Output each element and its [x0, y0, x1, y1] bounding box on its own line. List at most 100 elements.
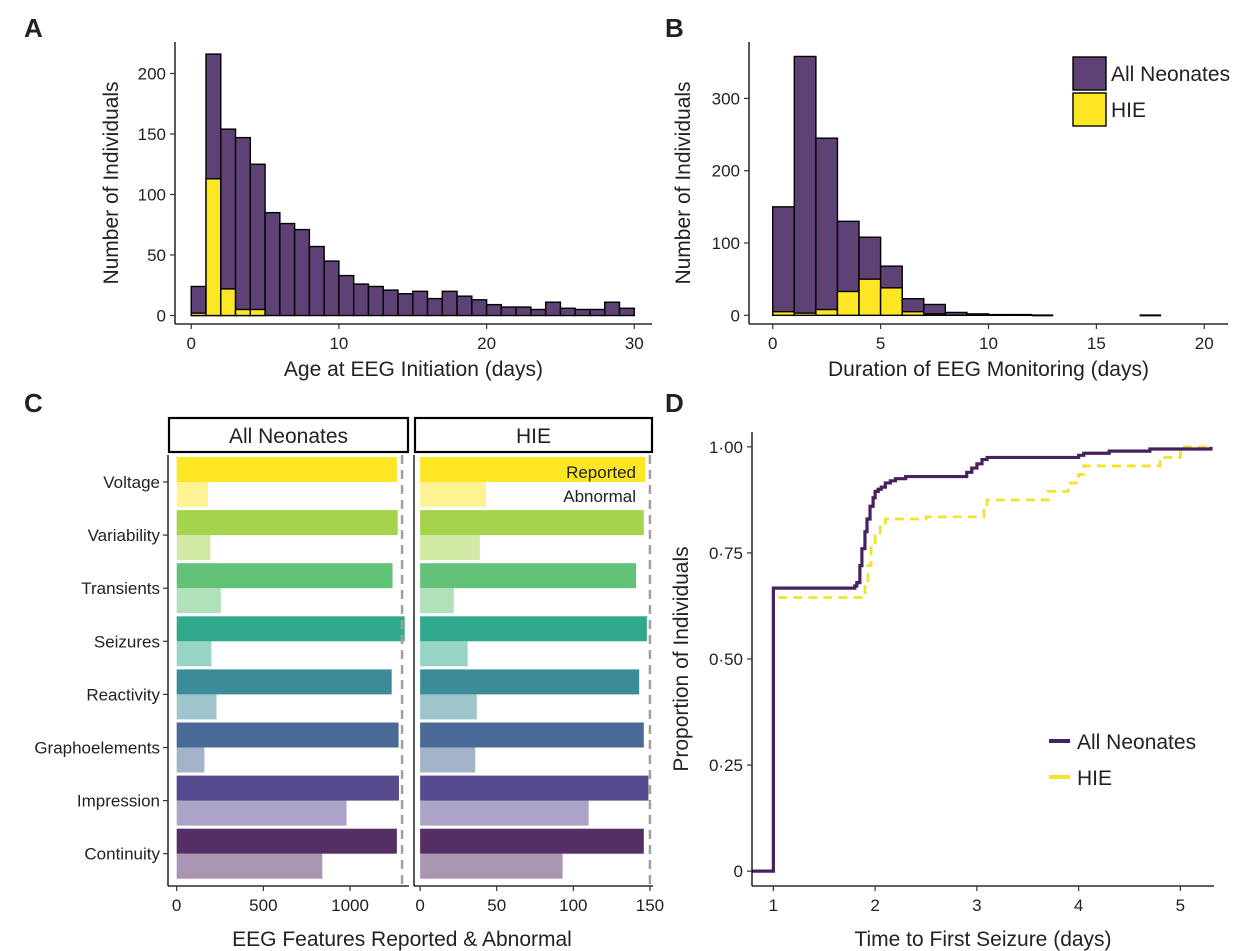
legend-label: HIE [1111, 99, 1146, 122]
bar-all-neonates [397, 293, 414, 317]
x-tick-label: 30 [625, 334, 644, 353]
bar-abnormal [420, 853, 563, 879]
bar-hie [220, 288, 237, 317]
x-tick-label: 20 [477, 334, 496, 353]
bar-reported [420, 510, 644, 536]
bar-reported [420, 563, 637, 589]
x-tick-label: 2 [870, 896, 879, 915]
bar-reported [176, 722, 399, 748]
x-tick-label: 50 [487, 896, 506, 915]
y-tick-label: 150 [138, 125, 166, 144]
bar-hie [836, 290, 860, 317]
y-axis-title: Number of Individuals [672, 81, 695, 284]
y-tick-label: 0 [731, 306, 740, 325]
y-tick-label: 300 [712, 89, 740, 108]
bar-all-neonates [293, 228, 311, 317]
bar-abnormal [420, 747, 476, 773]
bar-hie [815, 308, 839, 317]
x-tick-label: 1000 [331, 896, 369, 915]
bar-reported [420, 722, 644, 748]
bar-hie [793, 312, 817, 317]
legend: All Neonates HIE [1072, 56, 1230, 127]
bar-reported [420, 828, 644, 854]
x-tick-label: 4 [1074, 896, 1083, 915]
bar-abnormal [420, 588, 454, 614]
category-label: Impression [77, 792, 160, 811]
bar-hie [772, 311, 796, 317]
bar-abnormal [176, 800, 347, 826]
bar-all-neonates [485, 303, 503, 317]
y-axis-title: Proportion of Individuals [670, 546, 693, 771]
bar-all-neonates [987, 313, 1011, 317]
bar-all-neonates [772, 206, 796, 317]
bar-all-neonates [190, 285, 207, 317]
panel-letter: B [665, 13, 684, 43]
legend: All Neonates HIE [1049, 731, 1196, 790]
x-tick-label: 0 [768, 334, 777, 353]
bar-all-neonates [234, 136, 252, 317]
bar-hie [190, 312, 207, 317]
bar-all-neonates [515, 306, 532, 317]
bar-all-neonates [500, 306, 517, 317]
legend-swatch [1072, 56, 1107, 91]
category-label: Variability [88, 526, 161, 545]
line-all-neonates [752, 446, 1213, 873]
bar-reported [176, 510, 398, 536]
bar-all-neonates [264, 211, 281, 317]
x-tick-label: 0 [415, 896, 424, 915]
bar-reported [176, 457, 397, 482]
y-axis-title: Number of Individuals [100, 81, 123, 284]
bar-hie [205, 178, 222, 317]
bar-all-neonates [589, 308, 606, 317]
bar-all-neonates [574, 308, 591, 317]
facet-title: All Neonates [229, 425, 348, 448]
bar-abnormal [176, 588, 221, 614]
panel-a: A 0 50 100 150 200 0 10 20 30 Age at EEG Initiatio… [24, 13, 652, 381]
bar-all-neonates [352, 283, 370, 317]
bar-abnormal [176, 482, 208, 507]
bar-abnormal [176, 747, 205, 773]
bar-all-neonates [944, 311, 968, 317]
bar-abnormal [176, 641, 212, 667]
x-axis-title: Time to First Seizure (days) [854, 928, 1111, 951]
bar-reported [176, 775, 399, 801]
bar-hie [858, 278, 882, 317]
bar-all-neonates [323, 260, 340, 317]
bar-abnormal [176, 535, 211, 561]
bar-all-neonates [604, 301, 621, 317]
x-tick-label: 10 [329, 334, 348, 353]
bar-abnormal [176, 853, 323, 879]
bar-hie [923, 313, 947, 317]
bar-abnormal [420, 641, 468, 667]
bar-all-neonates [220, 128, 237, 317]
x-tick-label: 100 [559, 896, 587, 915]
y-tick-label: 100 [138, 185, 166, 204]
y-tick-label: 0 [157, 307, 166, 326]
bar-all-neonates [966, 313, 990, 317]
x-axis-title: Duration of EEG Monitoring (days) [828, 358, 1149, 381]
x-tick-label: 0 [172, 896, 181, 915]
bar-hie [879, 287, 903, 317]
y-tick-label: 200 [138, 64, 166, 83]
legend-label: HIE [1077, 767, 1112, 790]
bar-all-neonates [367, 285, 384, 317]
bar-all-neonates [544, 301, 562, 317]
facet-all-neonates: All Neonates 0 500 1000 [167, 416, 410, 915]
legend-swatch [1072, 92, 1107, 127]
bar-hie [249, 308, 266, 317]
category-label: Seizures [94, 632, 160, 651]
category-label: Voltage [103, 473, 160, 492]
panel-letter: A [24, 13, 43, 43]
x-tick-label: 5 [1176, 896, 1185, 915]
bar-all-neonates [456, 295, 473, 317]
bar-all-neonates [338, 274, 355, 317]
bar-all-neonates [426, 297, 443, 317]
facet-strip [413, 416, 654, 454]
category-label: Continuity [84, 845, 160, 864]
bar-abnormal [420, 800, 589, 826]
x-tick-label: 150 [636, 896, 664, 915]
bar-reported [420, 669, 640, 695]
x-tick-label: 3 [972, 896, 981, 915]
bar-all-neonates [279, 222, 296, 317]
